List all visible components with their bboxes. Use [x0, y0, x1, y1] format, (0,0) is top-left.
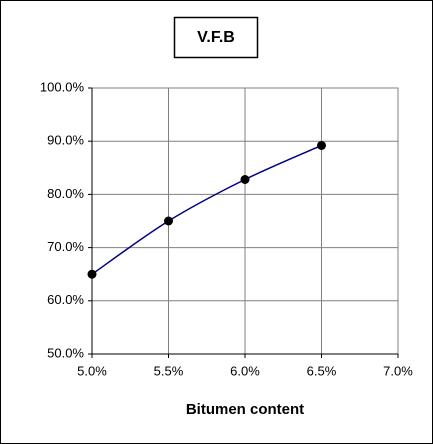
y-tick-label: 50.0%: [47, 345, 84, 360]
x-tick-label: 6.0%: [230, 363, 260, 378]
x-tick-label: 6.5%: [307, 363, 337, 378]
x-tick-label: 7.0%: [383, 363, 413, 378]
x-axis-label: Bitumen content: [186, 401, 304, 418]
y-tick-label: 100.0%: [40, 79, 85, 94]
title-box: [173, 16, 259, 59]
marker: [87, 269, 97, 279]
marker: [240, 175, 250, 185]
marker: [164, 216, 173, 226]
series-line: [91, 144, 322, 275]
marker: [317, 140, 326, 150]
x-tick-label: 5.0%: [77, 363, 107, 378]
chart-title: V.F.B: [197, 29, 235, 46]
y-tick-label: 70.0%: [47, 239, 84, 254]
x-tick-label: 5.5%: [154, 363, 184, 378]
y-tick-label: 90.0%: [47, 133, 84, 148]
y-tick-label: 60.0%: [47, 292, 84, 307]
y-tick-label: 80.0%: [47, 186, 84, 201]
